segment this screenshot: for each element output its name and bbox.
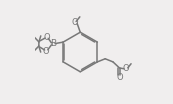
Text: O: O <box>116 73 123 82</box>
Text: O: O <box>43 33 50 42</box>
Text: O: O <box>122 64 129 73</box>
Text: O: O <box>72 18 78 27</box>
Text: B: B <box>50 40 56 48</box>
Text: O: O <box>43 47 50 56</box>
